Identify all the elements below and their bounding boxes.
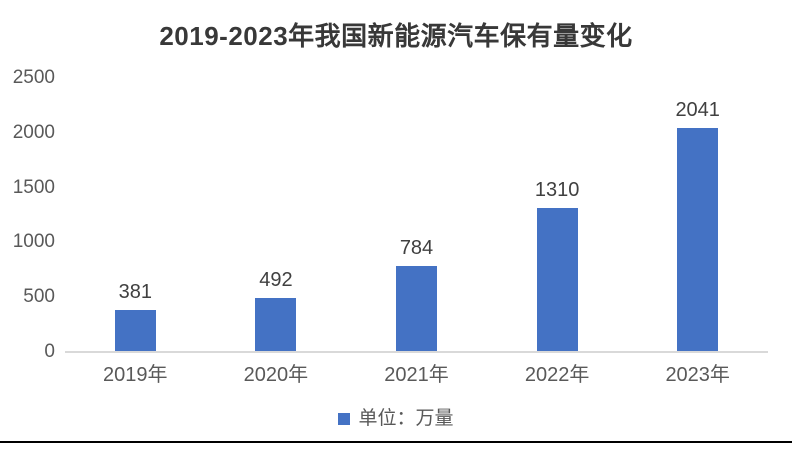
legend-label: 单位：万量 <box>358 408 454 429</box>
bar-value-label: 2041 <box>675 99 720 122</box>
legend: 单位：万量 <box>0 408 792 430</box>
x-axis-label: 2021年 <box>384 364 449 386</box>
bar-value-label: 381 <box>118 281 152 304</box>
x-axis-label: 2020年 <box>243 364 309 386</box>
bar-value-label: 492 <box>259 269 293 292</box>
bar-value-label: 784 <box>399 237 434 260</box>
y-axis-tick-label: 0 <box>44 341 55 362</box>
bar <box>536 208 578 352</box>
legend-color-swatch <box>338 413 351 425</box>
bar <box>114 310 156 352</box>
x-axis-label: 2022年 <box>524 364 590 386</box>
y-axis-tick-label: 1500 <box>12 176 55 198</box>
y-axis-tick-label: 2500 <box>12 67 55 88</box>
x-axis-label: 2023年 <box>665 364 730 386</box>
y-axis-tick-label: 1000 <box>12 231 55 253</box>
y-axis-tick-label: 500 <box>23 286 55 308</box>
bar-value-label: 1310 <box>534 179 580 202</box>
bottom-border-line <box>0 441 792 443</box>
bar <box>255 298 297 352</box>
bar <box>677 128 719 352</box>
bar <box>396 266 437 352</box>
y-axis-tick-label: 2000 <box>12 121 55 143</box>
chart-title: 2019-2023年我国新能源汽车保有量变化 <box>159 21 633 51</box>
x-axis-baseline <box>65 351 768 353</box>
x-axis-label: 2019年 <box>103 364 168 386</box>
